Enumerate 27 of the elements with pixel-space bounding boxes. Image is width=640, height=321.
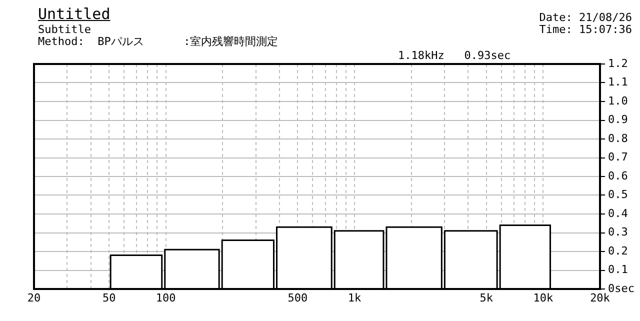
y-tick-label: 1.0 xyxy=(608,94,628,108)
y-tick-label: 1.2 xyxy=(608,56,628,70)
chart-title: Untitled xyxy=(38,5,110,23)
x-tick-label: 500 xyxy=(288,291,308,304)
text: Date: 21/08/26 xyxy=(539,11,632,24)
text: 1.18kHz 0.93sec xyxy=(398,49,511,62)
x-tick-label: 20k xyxy=(590,291,610,304)
x-tick-label: 20 xyxy=(27,291,41,304)
y-tick-label: 0.6 xyxy=(608,169,628,182)
y-tick-label: 0.3 xyxy=(608,226,628,239)
text: Time: 15:07:36 xyxy=(539,23,632,36)
x-tick-label: 5k xyxy=(480,291,494,304)
y-tick-label: 0sec xyxy=(608,282,634,295)
y-tick-label: 1.1 xyxy=(608,76,628,89)
y-tick-label: 0.5 xyxy=(608,188,628,202)
chart-subtitle: Subtitle xyxy=(38,23,91,36)
x-tick-label: 50 xyxy=(102,291,116,304)
y-tick-label: 0.1 xyxy=(608,263,628,276)
y-tick-label: 0.2 xyxy=(608,244,628,258)
y-tick-label: 0.9 xyxy=(608,113,628,126)
x-tick-label: 10k xyxy=(533,291,554,304)
y-tick-label: 0.4 xyxy=(608,206,628,220)
y-tick-label: 0.7 xyxy=(608,150,628,164)
text: Method: BPパルス :室内残響時間測定 xyxy=(38,35,278,48)
x-tick-label: 1k xyxy=(348,291,362,304)
x-tick-label: 100 xyxy=(156,291,176,304)
y-tick-label: 0.8 xyxy=(608,132,628,145)
